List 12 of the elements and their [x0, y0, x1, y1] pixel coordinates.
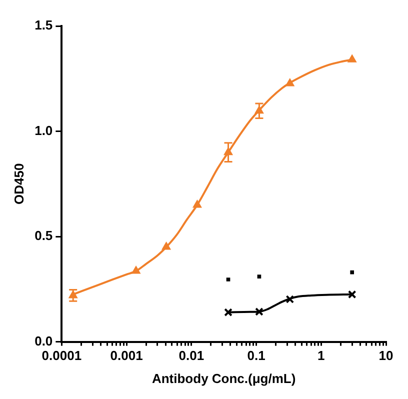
y-tick-label: 1.5 — [34, 18, 53, 33]
x-tick-label: 0.1 — [247, 348, 266, 364]
x-tick-label: 0.01 — [178, 348, 204, 364]
x-tick-label: 10 — [378, 348, 394, 364]
y-tick-label: 0.5 — [34, 228, 53, 244]
y-tick-label: 0.0 — [34, 333, 53, 348]
x-tick-label: 0.0001 — [42, 348, 82, 364]
x-tick-label: 1 — [318, 348, 325, 364]
x-axis-title: Antibody Conc.(μg/mL) — [152, 370, 296, 386]
x-tick-label: 0.001 — [110, 348, 143, 364]
y-tick-label: 1.0 — [34, 122, 53, 138]
y-axis-title: OD450 — [11, 163, 26, 204]
